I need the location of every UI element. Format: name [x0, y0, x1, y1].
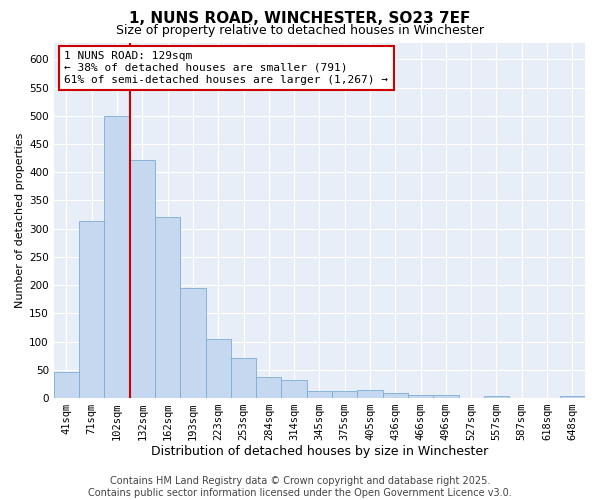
- Bar: [104, 116, 130, 398]
- Bar: [155, 218, 180, 398]
- X-axis label: Distribution of detached houses by size in Winchester: Distribution of detached houses by size …: [151, 444, 488, 458]
- Bar: [484, 396, 509, 398]
- Text: Size of property relative to detached houses in Winchester: Size of property relative to detached ho…: [116, 24, 484, 37]
- Bar: [383, 393, 408, 398]
- Bar: [180, 288, 206, 398]
- Bar: [433, 395, 458, 398]
- Bar: [256, 376, 281, 398]
- Text: Contains HM Land Registry data © Crown copyright and database right 2025.
Contai: Contains HM Land Registry data © Crown c…: [88, 476, 512, 498]
- Bar: [130, 160, 155, 398]
- Bar: [560, 396, 585, 398]
- Bar: [54, 372, 79, 398]
- Text: 1, NUNS ROAD, WINCHESTER, SO23 7EF: 1, NUNS ROAD, WINCHESTER, SO23 7EF: [130, 11, 470, 26]
- Bar: [231, 358, 256, 398]
- Bar: [358, 390, 383, 398]
- Bar: [332, 391, 358, 398]
- Y-axis label: Number of detached properties: Number of detached properties: [15, 132, 25, 308]
- Bar: [408, 394, 433, 398]
- Bar: [307, 390, 332, 398]
- Bar: [281, 380, 307, 398]
- Bar: [206, 338, 231, 398]
- Bar: [79, 221, 104, 398]
- Text: 1 NUNS ROAD: 129sqm
← 38% of detached houses are smaller (791)
61% of semi-detac: 1 NUNS ROAD: 129sqm ← 38% of detached ho…: [64, 52, 388, 84]
